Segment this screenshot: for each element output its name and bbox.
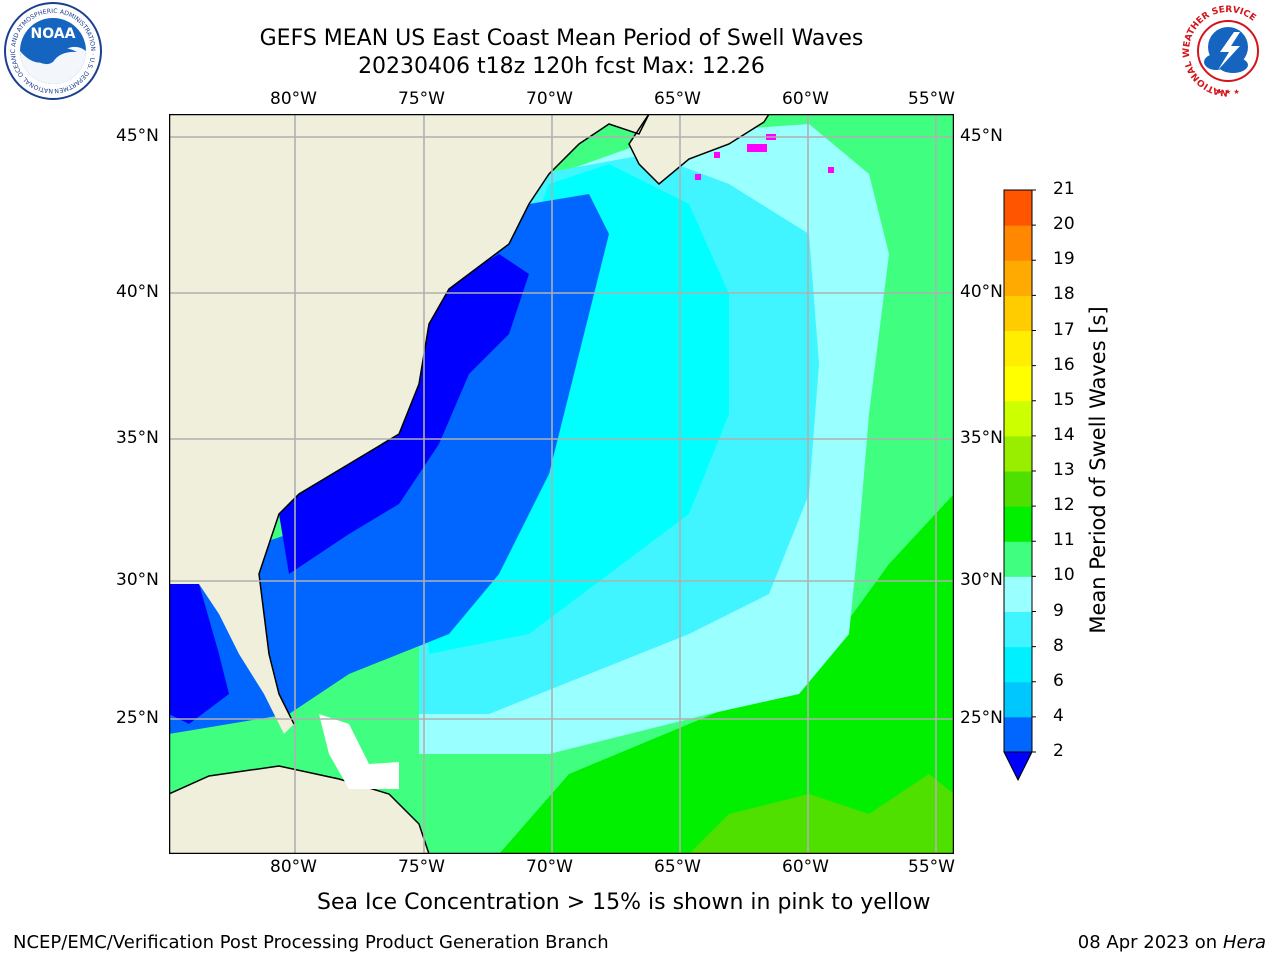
colorbar-tick-label: 16: [1053, 354, 1075, 375]
lon-label-bottom: 70°W: [526, 857, 573, 877]
swell-zone-under-2-b: [169, 584, 229, 724]
colorbar-swatch: [1004, 681, 1032, 718]
colorbar-tick-label: 19: [1053, 249, 1075, 270]
sea-ice-note: Sea Ice Concentration > 15% is shown in …: [317, 890, 931, 915]
colorbar-tick-label: 4: [1053, 705, 1064, 726]
colorbar-swatch: [1004, 295, 1032, 331]
land-nova-scotia: [629, 114, 769, 184]
lon-label-bottom: 55°W: [908, 857, 955, 877]
lat-label-left: 40°N: [116, 282, 159, 302]
colorbar-tick-label: 14: [1053, 424, 1075, 445]
colorbar-tick-label: 17: [1053, 319, 1075, 340]
swell-zone-10-11: [499, 494, 954, 854]
colorbar-extend-arrow: [1003, 751, 1033, 782]
footer-host: Hera: [1222, 932, 1266, 953]
colorbar-tick-label: 13: [1053, 460, 1075, 480]
lon-label-bottom: 80°W: [270, 857, 317, 877]
colorbar-swatch: [1004, 435, 1032, 472]
lon-label-bottom: 60°W: [782, 857, 829, 877]
colorbar-tick-label: 12: [1053, 495, 1075, 516]
colorbar-swatch: [1004, 471, 1032, 507]
colorbar-swatch: [1004, 400, 1032, 437]
lat-label-right: 35°N: [960, 428, 1003, 448]
lon-label-top: 75°W: [398, 89, 445, 109]
colorbar-swatch: [1004, 330, 1032, 367]
sea-ice-cell: [695, 174, 701, 180]
colorbar-tick-label: 10: [1053, 565, 1075, 586]
land-us-east-coast: [169, 114, 649, 734]
lat-label-right: 30°N: [960, 570, 1003, 590]
map-panel: [169, 114, 954, 854]
colorbar-tick-label: 15: [1053, 389, 1075, 410]
sea-ice-cell: [828, 167, 834, 173]
chart-title: GEFS MEAN US East Coast Mean Period of S…: [259, 26, 864, 51]
colorbar-swatch: [1004, 576, 1032, 612]
nws-logo: NATIONAL WEATHER SERVICE ★ ★ ★: [1180, 3, 1276, 99]
colorbar-swatch: [1004, 260, 1032, 296]
lon-label-bottom: 75°W: [398, 857, 445, 877]
colorbar-swatch: [1004, 541, 1032, 577]
lat-label-left: 25°N: [116, 708, 159, 728]
lat-label-left: 45°N: [116, 126, 159, 146]
colorbar-tick-label: 20: [1053, 214, 1075, 235]
colorbar-tick-label: 2: [1053, 741, 1064, 761]
swell-zone-11-12: [689, 774, 954, 854]
sea-ice-cell: [747, 144, 767, 152]
colorbar-swatch: [1004, 365, 1032, 402]
lon-label-top: 60°W: [782, 89, 829, 109]
sea-ice-cell: [714, 152, 720, 158]
footer-date-text: 08 Apr 2023 on: [1077, 932, 1223, 953]
lat-label-right: 25°N: [960, 708, 1003, 728]
colorbar-swatch: [1004, 646, 1032, 683]
colorbar-swatch: [1004, 716, 1032, 753]
colorbar-tick-label: 9: [1053, 600, 1064, 621]
colorbar-swatch: [1004, 190, 1032, 226]
coastline-cuba: [169, 765, 430, 854]
chart-subtitle: 20230406 t18z 120h fcst Max: 12.26: [358, 54, 765, 79]
colorbar-tick-label: 6: [1053, 670, 1064, 691]
footer-date: 08 Apr 2023 on Hera: [1078, 932, 1266, 953]
colorbar-tick-label: 18: [1053, 284, 1075, 305]
noaa-logo: NATIONAL OCEANIC AND ATMOSPHERIC ADMINIS…: [2, 2, 102, 100]
lon-label-top: 55°W: [908, 89, 955, 109]
lat-label-left: 30°N: [116, 570, 159, 590]
colorbar-label: Mean Period of Swell Waves [s]: [1086, 306, 1110, 634]
noaa-logo-text: NOAA: [31, 26, 76, 42]
lon-label-top: 70°W: [526, 89, 573, 109]
colorbar-swatch: [1004, 225, 1032, 261]
colorbar-swatch: [1004, 506, 1032, 542]
map-graticule: [169, 114, 954, 854]
lon-label-top: 80°W: [270, 89, 317, 109]
lon-label-top: 65°W: [654, 89, 701, 109]
map-frame: [169, 114, 954, 854]
footer-credit: NCEP/EMC/Verification Post Processing Pr…: [13, 932, 609, 953]
coastline-us: [258, 114, 650, 725]
colorbar-tick-label: 8: [1053, 635, 1064, 656]
colorbar-tick-label: 21: [1053, 179, 1075, 199]
colorbar-tick-label: 11: [1053, 530, 1075, 551]
lat-label-right: 45°N: [960, 126, 1003, 146]
colorbar-swatch: [1004, 611, 1032, 648]
colorbar: [1003, 189, 1036, 782]
lon-label-bottom: 65°W: [654, 857, 701, 877]
coastline-canada: [628, 114, 770, 186]
svg-text:★ ★ ★: ★ ★ ★: [1216, 88, 1239, 96]
lat-label-left: 35°N: [116, 428, 159, 448]
bahamas-mask: [319, 714, 399, 789]
lat-label-right: 40°N: [960, 282, 1003, 302]
